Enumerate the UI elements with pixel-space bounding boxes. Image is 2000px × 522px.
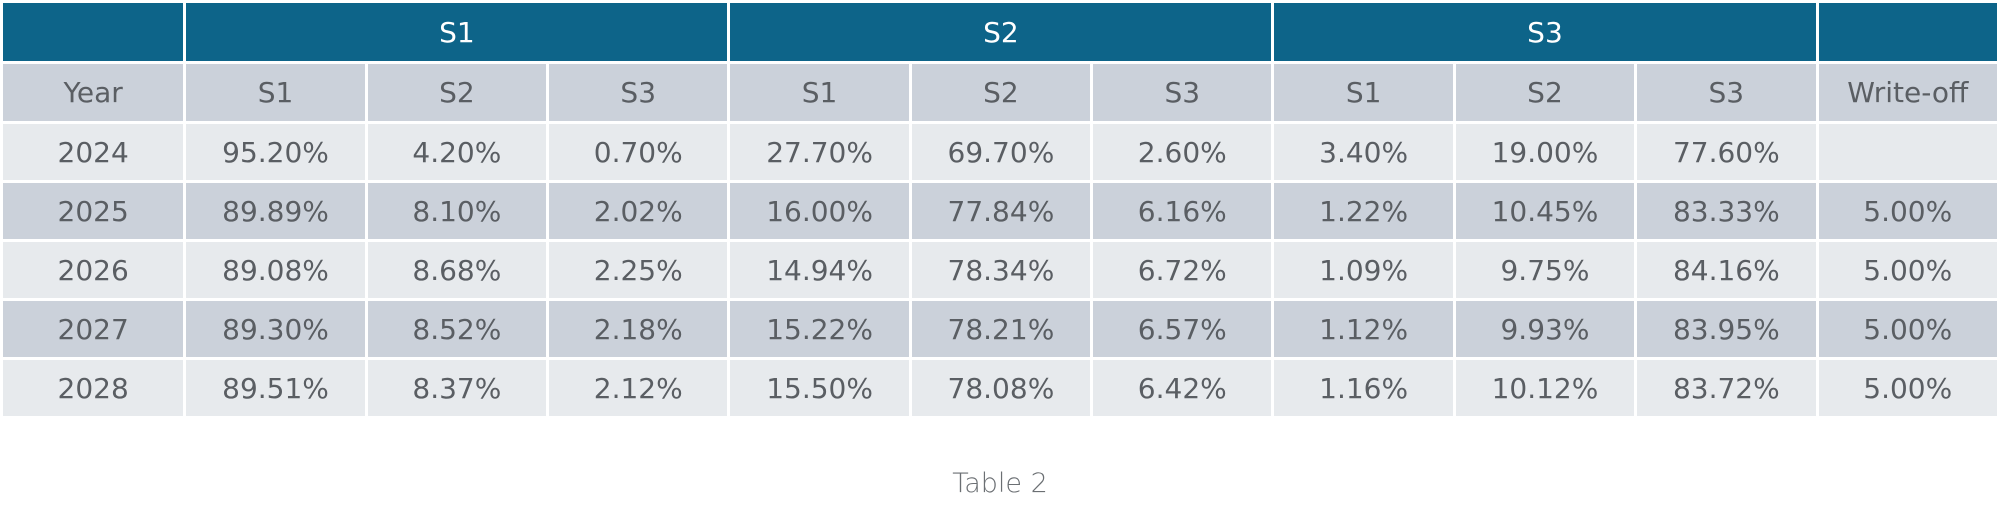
table-cell: 2.18% [546,298,731,360]
table-row: 2027 89.30% 8.52% 2.18% 15.22% 78.21% 6.… [0,298,2000,360]
table-row: 2026 89.08% 8.68% 2.25% 14.94% 78.34% 6.… [0,239,2000,301]
table-cell: 8.52% [364,298,550,360]
table-cell: 78.34% [908,239,1094,301]
table-row: 2028 89.51% 8.37% 2.12% 15.50% 78.08% 6.… [0,357,2000,419]
table-row: 2024 95.20% 4.20% 0.70% 27.70% 69.70% 2.… [0,121,2000,183]
table-cell: 78.08% [908,357,1094,419]
column-header: S2 [908,61,1094,124]
table-cell: 89.08% [183,239,368,301]
column-header: S3 [1634,61,1819,124]
table-cell: 83.72% [1634,357,1819,419]
table-cell: 16.00% [727,180,912,242]
writeoff-cell: 5.00% [1815,298,2000,360]
writeoff-cell: 5.00% [1815,239,2000,301]
table-cell: 19.00% [1452,121,1638,183]
writeoff-cell: 5.00% [1815,180,2000,242]
table-cell: 0.70% [546,121,731,183]
table-cell: 83.33% [1634,180,1819,242]
table-cell: 14.94% [727,239,912,301]
group-header-s3: S3 [1271,0,1819,64]
group-header-row: S1 S2 S3 [0,0,2000,64]
table-cell: 9.75% [1452,239,1638,301]
year-cell: 2026 [0,239,187,301]
column-header: S3 [546,61,731,124]
table-cell: 1.22% [1271,180,1456,242]
table-cell: 6.42% [1090,357,1275,419]
table-cell: 77.84% [908,180,1094,242]
column-header: S1 [183,61,368,124]
group-header-blank [0,0,187,64]
group-header-s1: S1 [183,0,731,64]
table-cell: 8.68% [364,239,550,301]
column-header-writeoff: Write-off [1815,61,2000,124]
column-header: S1 [727,61,912,124]
group-header-s2: S2 [727,0,1275,64]
table-cell: 84.16% [1634,239,1819,301]
table-cell: 89.89% [183,180,368,242]
table-cell: 15.50% [727,357,912,419]
column-header: S3 [1090,61,1275,124]
table-cell: 10.45% [1452,180,1638,242]
table-cell: 2.02% [546,180,731,242]
table-row: 2025 89.89% 8.10% 2.02% 16.00% 77.84% 6.… [0,180,2000,242]
table-cell: 78.21% [908,298,1094,360]
table-cell: 3.40% [1271,121,1456,183]
table-cell: 2.60% [1090,121,1275,183]
table-cell: 1.12% [1271,298,1456,360]
table-cell: 27.70% [727,121,912,183]
table-cell: 69.70% [908,121,1094,183]
table-cell: 95.20% [183,121,368,183]
column-header-row: Year S1 S2 S3 S1 S2 S3 S1 S2 S3 Write-of… [0,61,2000,124]
year-cell: 2027 [0,298,187,360]
column-header: S2 [364,61,550,124]
table-cell: 15.22% [727,298,912,360]
table-cell: 8.10% [364,180,550,242]
table-cell: 6.72% [1090,239,1275,301]
table-cell: 83.95% [1634,298,1819,360]
table-cell: 77.60% [1634,121,1819,183]
group-header-writeoff-blank [1815,0,2000,64]
table-cell: 2.25% [546,239,731,301]
year-cell: 2024 [0,121,187,183]
table-cell: 89.51% [183,357,368,419]
column-header: S1 [1271,61,1456,124]
year-cell: 2025 [0,180,187,242]
table-cell: 4.20% [364,121,550,183]
table-cell: 6.57% [1090,298,1275,360]
table-cell: 1.16% [1271,357,1456,419]
column-header: S2 [1452,61,1638,124]
column-header-year: Year [0,61,187,124]
table-caption: Table 2 [952,468,1048,499]
table-cell: 1.09% [1271,239,1456,301]
table-cell: 8.37% [364,357,550,419]
writeoff-cell: 5.00% [1815,357,2000,419]
table-cell: 10.12% [1452,357,1638,419]
table-cell: 6.16% [1090,180,1275,242]
table-cell: 89.30% [183,298,368,360]
year-cell: 2028 [0,357,187,419]
writeoff-cell [1815,121,2000,183]
table-cell: 9.93% [1452,298,1638,360]
staging-matrix-table: S1 S2 S3 Year S1 S2 S3 S1 S2 S3 S1 S2 S3… [0,0,2000,419]
table-cell: 2.12% [546,357,731,419]
